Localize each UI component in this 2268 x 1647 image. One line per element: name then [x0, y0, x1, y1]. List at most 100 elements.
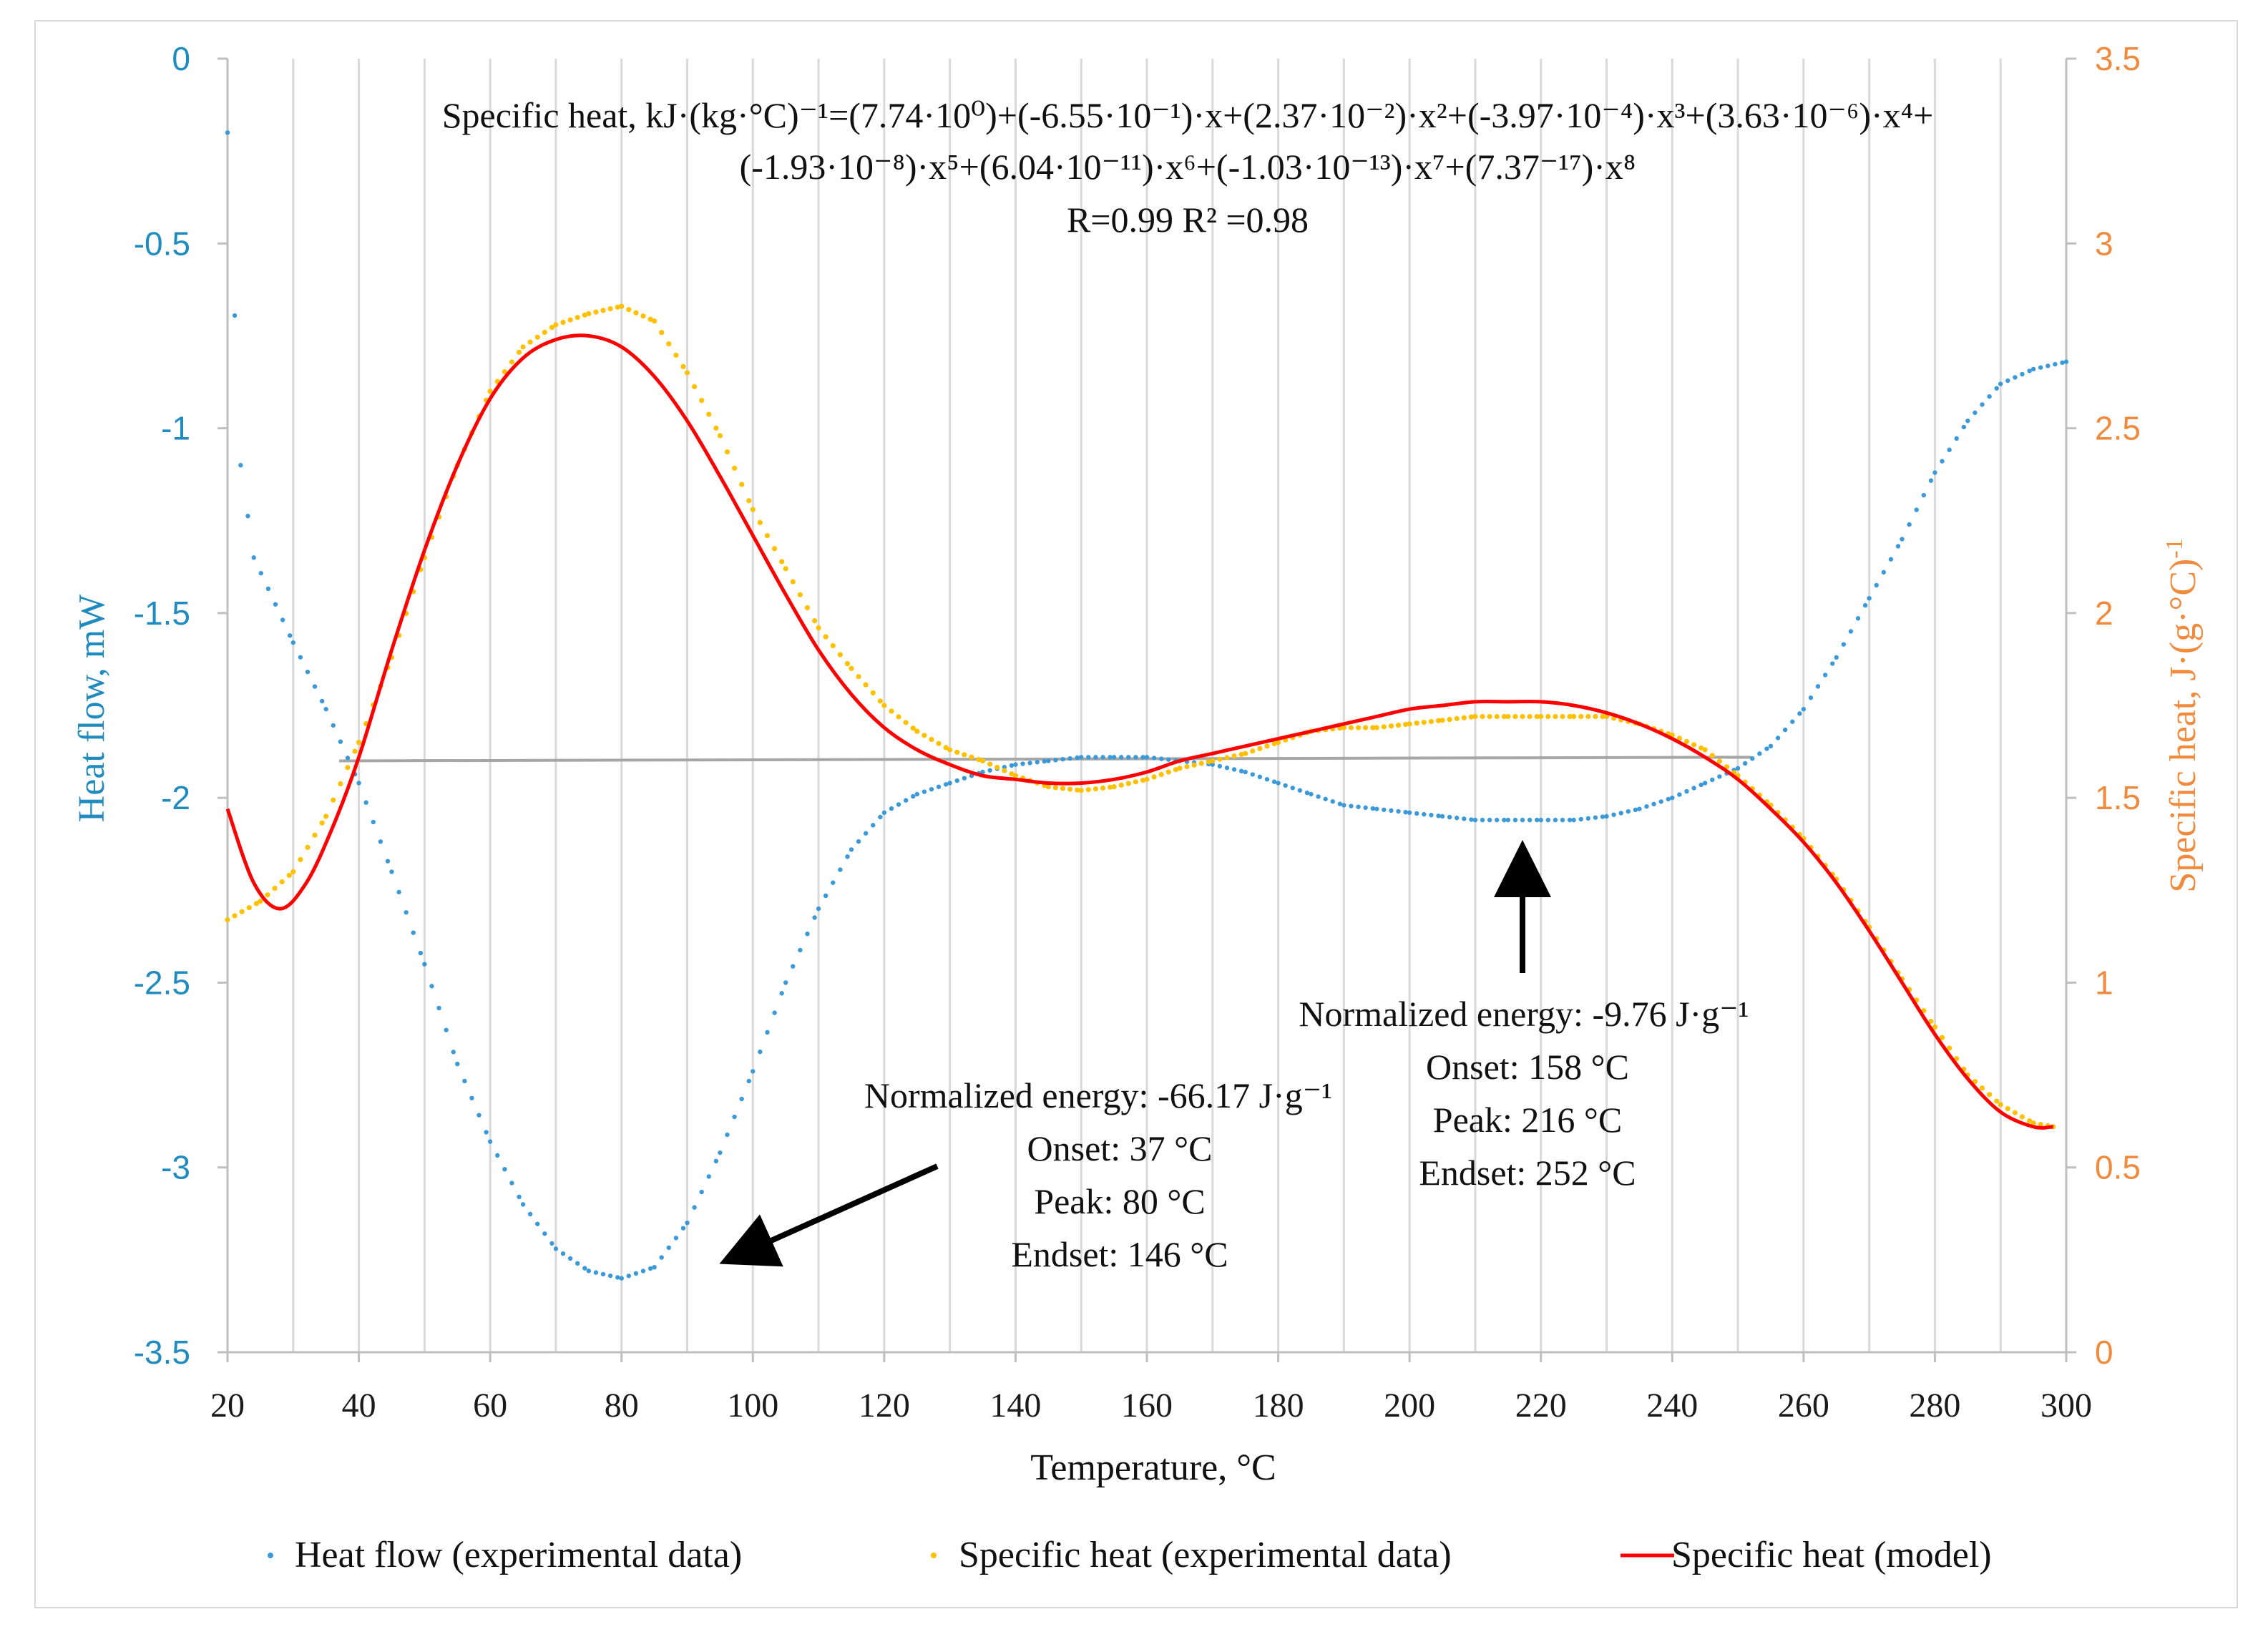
- heat-flow-point: [582, 1266, 587, 1271]
- fit-stats: R=0.99 R² =0.98: [1067, 200, 1309, 240]
- heat-flow-point: [1436, 813, 1441, 818]
- specific-heat-exp-point: [1979, 1085, 1985, 1091]
- heat-flow-point: [1341, 803, 1346, 808]
- specific-heat-exp-point: [1461, 715, 1467, 720]
- specific-heat-exp-point: [1108, 784, 1113, 790]
- heat-flow-point: [1710, 777, 1715, 783]
- left-tick-label: -0.5: [134, 225, 190, 262]
- specific-heat-exp-point: [487, 388, 493, 394]
- specific-heat-exp-point: [764, 532, 771, 539]
- heat-flow-point: [287, 633, 293, 638]
- equation-line2: (-1.93·10⁻⁸)·x⁵+(6.04·10⁻¹¹)·x⁶+(-1.03·1…: [740, 147, 1636, 187]
- heat-flow-point: [1297, 788, 1303, 793]
- heat-flow-point: [1238, 768, 1244, 773]
- heat-flow-point: [2045, 363, 2051, 368]
- vertical-grid: [226, 59, 2068, 1352]
- specific-heat-exp-point: [1144, 776, 1150, 782]
- left-tick-label: -2.5: [134, 964, 190, 1001]
- x-tick-label: 100: [727, 1387, 778, 1424]
- heat-flow-point: [225, 130, 230, 135]
- right-axis-title: Specific heat, J·(g·°C)-1: [2161, 538, 2204, 892]
- specific-heat-exp-point: [1435, 718, 1442, 723]
- x-tick-labels: 20 40 60 80 100 120 140 160 180 200 220 240 260 280 30…: [210, 1352, 2092, 1424]
- specific-heat-exp-point: [757, 519, 763, 526]
- specific-heat-exp-point: [922, 733, 927, 738]
- specific-heat-exp-point: [691, 383, 698, 390]
- specific-heat-exp-point: [1111, 784, 1117, 790]
- specific-heat-exp-point: [1125, 781, 1131, 786]
- specific-heat-exp-point: [954, 749, 960, 755]
- heat-flow-point: [265, 586, 271, 592]
- specific-heat-exp-point: [312, 832, 318, 838]
- heat-flow-point: [593, 1270, 599, 1275]
- x-tick-label: 300: [2040, 1387, 2092, 1424]
- heat-flow-point: [363, 800, 368, 805]
- specific-heat-exp-point: [724, 449, 730, 455]
- specific-heat-model-line: [225, 333, 2053, 1130]
- heat-flow-point: [2013, 375, 2018, 380]
- specific-heat-exp-point: [699, 398, 705, 404]
- heat-flow-point: [462, 1078, 467, 1084]
- heat-flow-point: [371, 819, 376, 825]
- heat-flow-point: [1520, 817, 1525, 823]
- specific-heat-exp-point: [1388, 723, 1394, 729]
- heat-flow-point: [1108, 755, 1113, 760]
- specific-heat-exp-point: [1440, 718, 1445, 723]
- specific-heat-exp-point: [1250, 748, 1256, 754]
- specific-heat-exp-point: [1395, 722, 1402, 728]
- heat-flow-point: [422, 962, 427, 967]
- specific-heat-exp-point: [1683, 738, 1690, 745]
- specific-heat-exp-point: [976, 757, 982, 763]
- heat-flow-point: [1158, 756, 1164, 761]
- specific-heat-exp-point: [994, 764, 1000, 771]
- heat-flow-point: [1487, 817, 1492, 823]
- heat-flow-point: [1775, 735, 1781, 741]
- heat-flow-point: [1644, 804, 1649, 809]
- heat-flow-point: [1830, 661, 1835, 666]
- heat-flow-point: [1571, 817, 1576, 823]
- heat-flow-point: [1020, 761, 1025, 766]
- specific-heat-exp-point: [520, 344, 526, 350]
- heat-flow-point: [436, 1005, 441, 1011]
- x-axis-title: Temperature, °C: [1030, 1447, 1276, 1488]
- heat-flow-point: [378, 839, 383, 844]
- specific-heat-exp-point: [286, 872, 292, 879]
- specific-heat-exp-point: [1472, 713, 1478, 720]
- specific-heat-exp-point: [1243, 751, 1248, 756]
- specific-heat-exp-point: [619, 303, 625, 309]
- heat-flow-point: [411, 930, 416, 935]
- specific-heat-exp-point: [527, 339, 533, 345]
- heat-flow-point: [765, 1030, 770, 1035]
- specific-heat-exp-point: [1045, 784, 1051, 790]
- heat-flow-point: [706, 1174, 711, 1179]
- heat-flow-point: [659, 1255, 664, 1260]
- specific-heat-exp-point: [600, 308, 606, 313]
- specific-heat-exp-point: [2030, 1120, 2036, 1126]
- left-tick-label: -3.5: [134, 1334, 190, 1371]
- specific-heat-exp-point: [1494, 713, 1500, 720]
- specific-heat-exp-point: [1100, 785, 1106, 791]
- specific-heat-exp-point: [1173, 767, 1178, 773]
- specific-heat-exp-point: [633, 310, 639, 316]
- specific-heat-exp-point: [783, 566, 788, 572]
- equation-line1: Specific heat, kJ·(kg·°C)⁻¹=(7.74·10⁰)+(…: [442, 95, 1934, 135]
- heat-flow-point: [1067, 756, 1072, 761]
- specific-heat-exp-point: [1341, 725, 1346, 730]
- heat-flow-point: [1389, 808, 1394, 813]
- specific-heat-exp-point: [2038, 1122, 2043, 1128]
- specific-heat-exp-point: [534, 334, 540, 340]
- heat-flow-point: [1126, 755, 1131, 760]
- heat-flow-point: [718, 1150, 723, 1155]
- heat-flow-point: [469, 1095, 474, 1101]
- specific-heat-exp-point: [1527, 713, 1533, 720]
- peak1-endset: Endset: 146 °C: [1011, 1234, 1228, 1274]
- specific-heat-exp-point: [816, 625, 821, 631]
- heat-flow-point: [936, 784, 942, 789]
- x-tick-label: 60: [473, 1387, 507, 1424]
- heat-flow-point: [772, 1010, 777, 1015]
- right-y-tick-labels: 3.5 3 2.5 2 1.5 1 0.5 0: [2066, 40, 2141, 1371]
- specific-heat-exp-point: [246, 904, 252, 911]
- specific-heat-exp-point: [352, 748, 358, 754]
- specific-heat-exp-point: [979, 758, 986, 764]
- heat-flow-point: [238, 463, 243, 468]
